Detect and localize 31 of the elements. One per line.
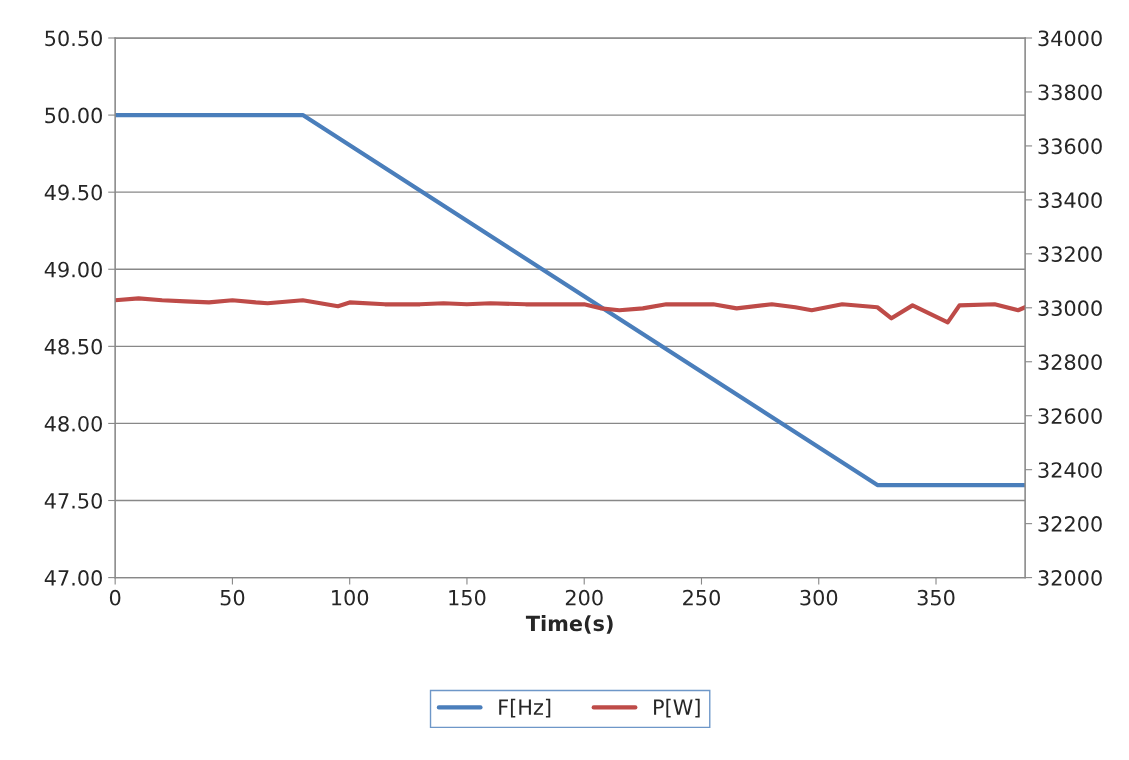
legend-label: P[W]: [654, 698, 700, 718]
line-series: [115, 296, 1026, 325]
y-tick-label: 47.00: [44, 570, 102, 586]
x-tick-label: 350: [917, 589, 955, 606]
y2-tick-label: 34000: [1038, 30, 1102, 47]
y2-tick-label: 32200: [1038, 516, 1102, 532]
x-tick-label: 100: [332, 589, 369, 606]
legend-label: F[Hz]: [499, 698, 551, 718]
y-tick-label: 49.50: [44, 184, 102, 201]
y-tick-label: 49.00: [44, 261, 102, 278]
x-tick-label: 150: [449, 589, 486, 606]
y2-tick-label: 32800: [1038, 354, 1102, 370]
y-tick-label: 48.50: [44, 338, 102, 355]
y-tick-label: 50.00: [45, 107, 102, 124]
y2-tick-label: 33200: [1038, 246, 1102, 263]
y2-tick-label: 33800: [1038, 84, 1102, 101]
y2-tick-label: 32600: [1038, 408, 1102, 424]
x-tick-label: 50: [220, 589, 245, 606]
y2-tick-label: 32000: [1038, 570, 1102, 586]
y2-tick-label: 33400: [1038, 192, 1102, 209]
x-tick-label: 300: [800, 589, 838, 606]
y2-tick-label: 33600: [1038, 138, 1102, 155]
y2-tick-label: 33000: [1038, 300, 1102, 317]
y-tick-label: 48.00: [44, 415, 102, 432]
x-tick-label: 0: [109, 589, 121, 606]
x-tick-label: 200: [565, 589, 603, 606]
x-axis-title: Time(s): [525, 615, 613, 634]
y2-tick-label: 32400: [1038, 462, 1102, 478]
x-tick-label: 250: [683, 589, 720, 606]
y-tick-label: 47.50: [44, 492, 102, 509]
y-tick-label: 50.50: [45, 30, 102, 47]
